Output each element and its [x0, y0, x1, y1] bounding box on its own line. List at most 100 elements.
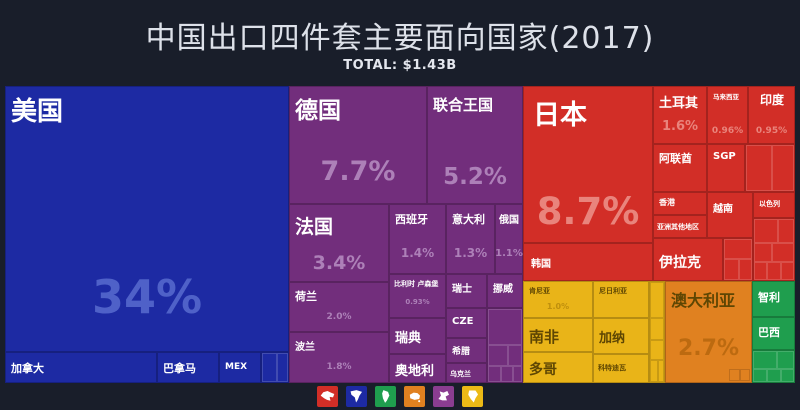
cell-japan[interactable]: 日本 8.7%: [523, 86, 653, 243]
cell-belgium-luxembourg[interactable]: 比利时 卢森堡 0.93%: [389, 274, 446, 318]
cell-singapore[interactable]: SGP: [707, 144, 745, 192]
africa-minor-box: [650, 282, 664, 318]
legend-europe[interactable]: [433, 386, 454, 407]
cell-norway[interactable]: 挪威: [487, 274, 523, 308]
sa-minor-box: [753, 369, 767, 382]
cell-canada-label: 加拿大: [11, 362, 44, 375]
africa-minor-box: [650, 360, 658, 382]
cell-eu-other[interactable]: [487, 308, 523, 383]
cell-other-asia[interactable]: 亚洲其他地区: [653, 215, 707, 238]
cell-italy-label: 意大利: [452, 213, 485, 226]
treemap: 美国 34% 加拿大 巴拿马 MEX 德国 7.7% 联合王国 5.2% 法国 …: [5, 86, 795, 383]
cell-korea[interactable]: 韩国: [523, 243, 653, 281]
cell-usa[interactable]: 美国 34%: [5, 86, 289, 352]
asia-minor-box: [724, 239, 752, 259]
cell-sweden[interactable]: 瑞典: [389, 318, 446, 354]
cell-australia[interactable]: 澳大利亚 2.7%: [665, 281, 752, 383]
africa-minor-box: [658, 360, 664, 382]
eu-minor-box: [488, 366, 501, 382]
cell-sa-minor-grid[interactable]: [752, 350, 795, 383]
cell-chile[interactable]: 智利: [752, 281, 795, 317]
north-america-icon: [350, 390, 363, 403]
africa-minor-box: [650, 318, 664, 340]
cell-cote-divoire[interactable]: 科特迪瓦: [593, 354, 649, 383]
cell-turkey[interactable]: 土耳其 1.6%: [653, 86, 707, 144]
cell-greece[interactable]: 希腊: [446, 338, 487, 363]
cell-singapore-label: SGP: [713, 151, 736, 162]
cell-asia-minor-row[interactable]: [745, 144, 795, 192]
europe-icon: [438, 390, 450, 401]
cell-uk[interactable]: 联合王国 5.2%: [427, 86, 523, 204]
cell-france[interactable]: 法国 3.4%: [289, 204, 389, 282]
africa-icon: [468, 390, 479, 403]
south-america-icon: [382, 390, 390, 403]
cell-malaysia-share: 0.96%: [711, 126, 744, 136]
cell-netherlands[interactable]: 荷兰 2.0%: [289, 282, 389, 332]
cell-italy[interactable]: 意大利 1.3%: [446, 204, 495, 274]
cell-nigeria[interactable]: 尼日利亚: [593, 281, 649, 318]
cell-other-asia-label: 亚洲其他地区: [657, 223, 699, 231]
legend-oceania[interactable]: [404, 386, 425, 407]
eu-minor-box: [508, 345, 522, 366]
cell-ukraine[interactable]: 乌克兰: [446, 363, 487, 383]
cell-sweden-label: 瑞典: [395, 331, 422, 346]
cell-brazil[interactable]: 巴西: [752, 317, 795, 350]
africa-minor-box: [650, 340, 664, 360]
cell-mexico-label: MEX: [225, 362, 248, 372]
asia-minor-box: [746, 145, 772, 191]
cell-vietnam[interactable]: 越南: [707, 192, 753, 238]
legend-north-america[interactable]: [346, 386, 367, 407]
cell-chile-label: 智利: [758, 291, 780, 304]
cell-cote-divoire-label: 科特迪瓦: [598, 364, 626, 372]
cell-africa-minor-col[interactable]: [649, 281, 665, 383]
cell-greece-label: 希腊: [452, 347, 471, 357]
cell-france-label: 法国: [295, 216, 334, 238]
asia-icon: [320, 390, 335, 401]
legend-asia[interactable]: [317, 386, 338, 407]
cell-usa-share: 34%: [91, 270, 203, 324]
eu-minor-box: [488, 345, 508, 366]
cell-mexico[interactable]: MEX: [219, 352, 261, 383]
cell-asia-minor-col[interactable]: [723, 238, 753, 281]
cell-south-africa[interactable]: 南非: [523, 318, 593, 352]
cell-malaysia[interactable]: 马来西亚 0.96%: [707, 86, 748, 144]
cell-germany[interactable]: 德国 7.7%: [289, 86, 427, 204]
cell-canada[interactable]: 加拿大: [5, 352, 157, 383]
cell-poland[interactable]: 波兰 1.8%: [289, 332, 389, 383]
cell-switzerland[interactable]: 瑞士: [446, 274, 487, 308]
cell-togo[interactable]: 多哥: [523, 352, 593, 383]
cell-kenya[interactable]: 肯尼亚 1.0%: [523, 281, 593, 318]
cell-israel[interactable]: 以色列: [753, 192, 795, 218]
sa-minor-box: [781, 369, 794, 382]
cell-hong-kong[interactable]: 香港: [653, 192, 707, 215]
cell-uk-label: 联合王国: [433, 96, 494, 114]
cell-kenya-share: 1.0%: [546, 302, 570, 311]
cell-ghana[interactable]: 加纳: [593, 318, 649, 354]
cell-togo-label: 多哥: [529, 362, 557, 378]
cell-india[interactable]: 印度 0.95%: [748, 86, 795, 144]
cell-kenya-label: 肯尼亚: [529, 287, 550, 295]
cell-uk-share: 5.2%: [443, 164, 507, 190]
eu-minor-box: [488, 309, 522, 345]
cell-uae[interactable]: 阿联酋: [653, 144, 707, 192]
oceania-icon: [409, 392, 421, 403]
cell-spain[interactable]: 西班牙 1.4%: [389, 204, 446, 274]
cell-austria-label: 奥地利: [395, 364, 435, 379]
legend-south-america[interactable]: [375, 386, 396, 407]
cell-poland-share: 1.8%: [326, 362, 352, 372]
cell-asia-minor-grid[interactable]: [753, 218, 795, 281]
cell-panama[interactable]: 巴拿马: [157, 352, 219, 383]
cell-russia[interactable]: 俄国 1.1%: [495, 204, 523, 274]
cell-japan-share: 8.7%: [536, 190, 640, 233]
cell-turkey-share: 1.6%: [661, 119, 699, 134]
cell-russia-label: 俄国: [499, 215, 519, 226]
cell-na-other[interactable]: [261, 352, 289, 383]
cell-turkey-label: 土耳其: [659, 96, 699, 111]
cell-iraq-label: 伊拉克: [659, 255, 701, 271]
cell-czechia[interactable]: CZE: [446, 308, 487, 338]
legend-africa[interactable]: [462, 386, 483, 407]
asia-minor-box: [754, 219, 778, 243]
cell-austria[interactable]: 奥地利: [389, 354, 446, 383]
cell-iraq[interactable]: 伊拉克: [653, 238, 723, 281]
cell-netherlands-label: 荷兰: [295, 290, 317, 303]
